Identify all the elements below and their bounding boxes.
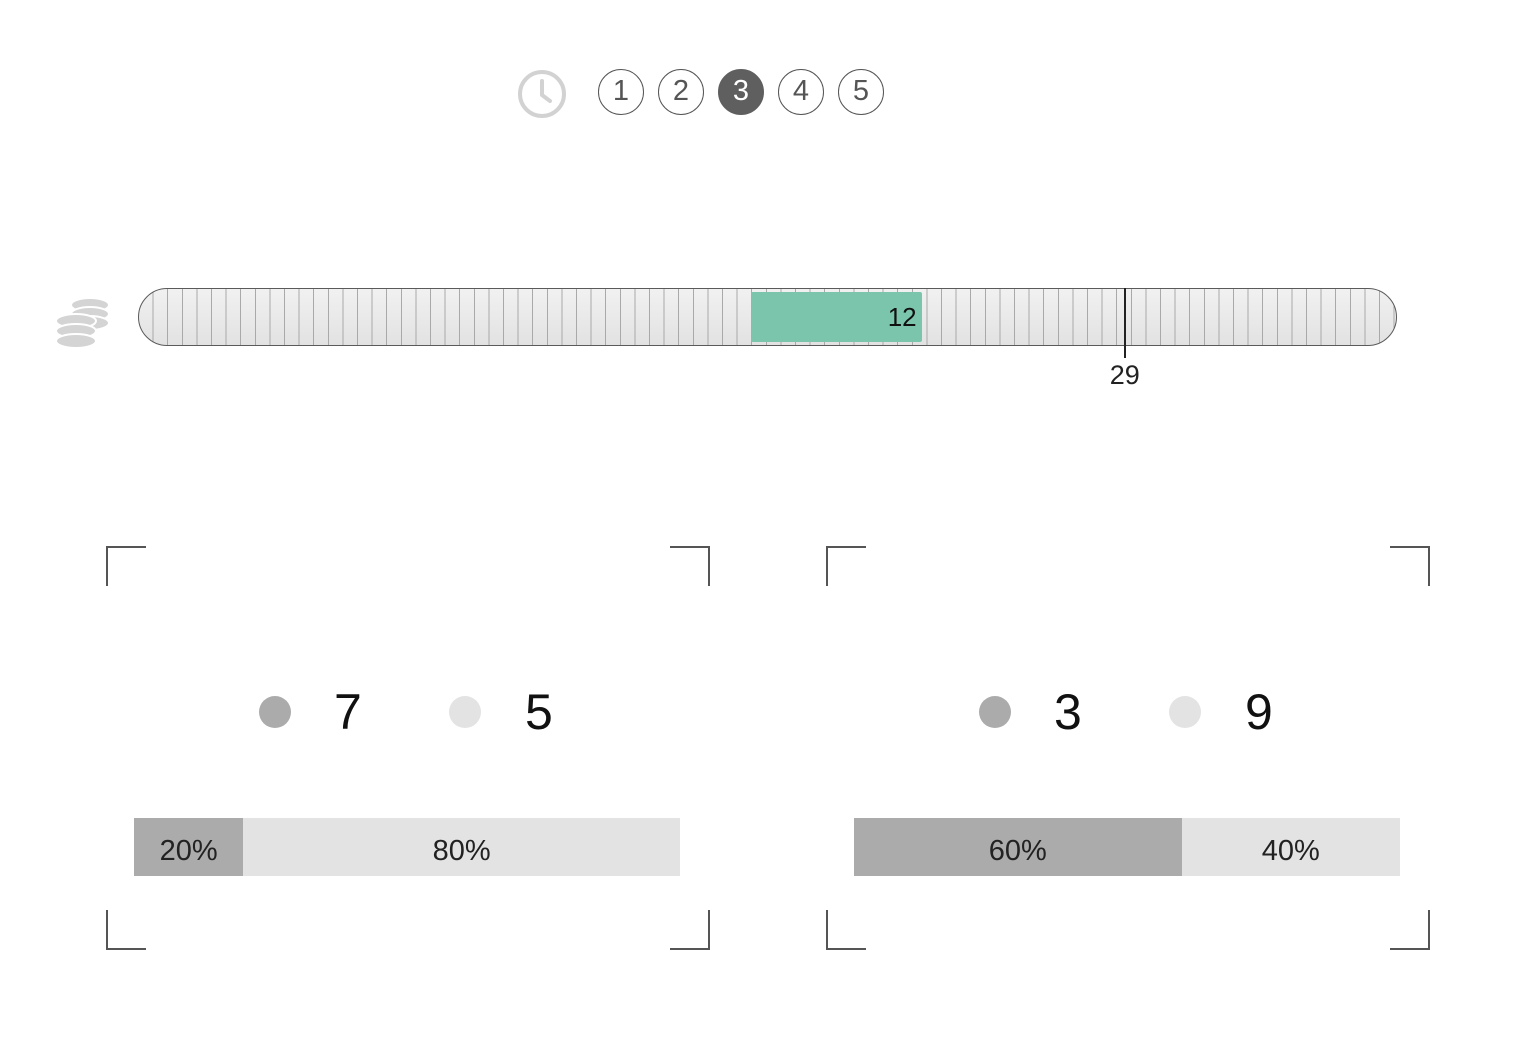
step-4-button[interactable]: 4 xyxy=(778,69,824,115)
budget-fill-value: 12 xyxy=(887,302,917,332)
count-light: 5 xyxy=(525,684,553,740)
step-3-button[interactable]: 3 xyxy=(718,69,764,115)
split-bar-dark-segment: 20% xyxy=(134,818,244,876)
corner-bracket xyxy=(106,546,146,586)
count-light: 9 xyxy=(1245,684,1273,740)
dark-dot-icon xyxy=(259,696,291,728)
budget-tube: 12 xyxy=(138,288,1397,346)
split-bar: 20% 80% xyxy=(134,818,680,876)
dark-dot-icon xyxy=(979,696,1011,728)
count-dark: 7 xyxy=(334,684,362,740)
corner-bracket xyxy=(826,546,866,586)
budget-fill: 12 xyxy=(751,292,922,342)
step-5-button[interactable]: 5 xyxy=(838,69,884,115)
corner-bracket xyxy=(106,910,146,950)
corner-bracket xyxy=(826,910,866,950)
split-bar-light-segment: 40% xyxy=(1181,818,1400,876)
budget-marker-value: 29 xyxy=(1109,360,1140,390)
budget-marker xyxy=(1123,288,1126,358)
option-panel-2[interactable]: 3 9 60% 40% xyxy=(826,546,1430,950)
split-bar: 60% 40% xyxy=(854,818,1400,876)
corner-bracket xyxy=(670,546,710,586)
light-dot-icon xyxy=(449,696,481,728)
step-1-button[interactable]: 1 xyxy=(598,69,644,115)
split-bar-dark-segment: 60% xyxy=(854,818,1182,876)
corner-bracket xyxy=(670,910,710,950)
option-panel-1[interactable]: 7 5 20% 80% xyxy=(106,546,710,950)
coins-icon xyxy=(55,297,110,349)
corner-bracket xyxy=(1390,910,1430,950)
light-dot-icon xyxy=(1169,696,1201,728)
count-dark: 3 xyxy=(1054,684,1082,740)
split-bar-light-segment: 80% xyxy=(243,818,680,876)
corner-bracket xyxy=(1390,546,1430,586)
step-2-button[interactable]: 2 xyxy=(658,69,704,115)
clock-icon xyxy=(518,70,566,118)
